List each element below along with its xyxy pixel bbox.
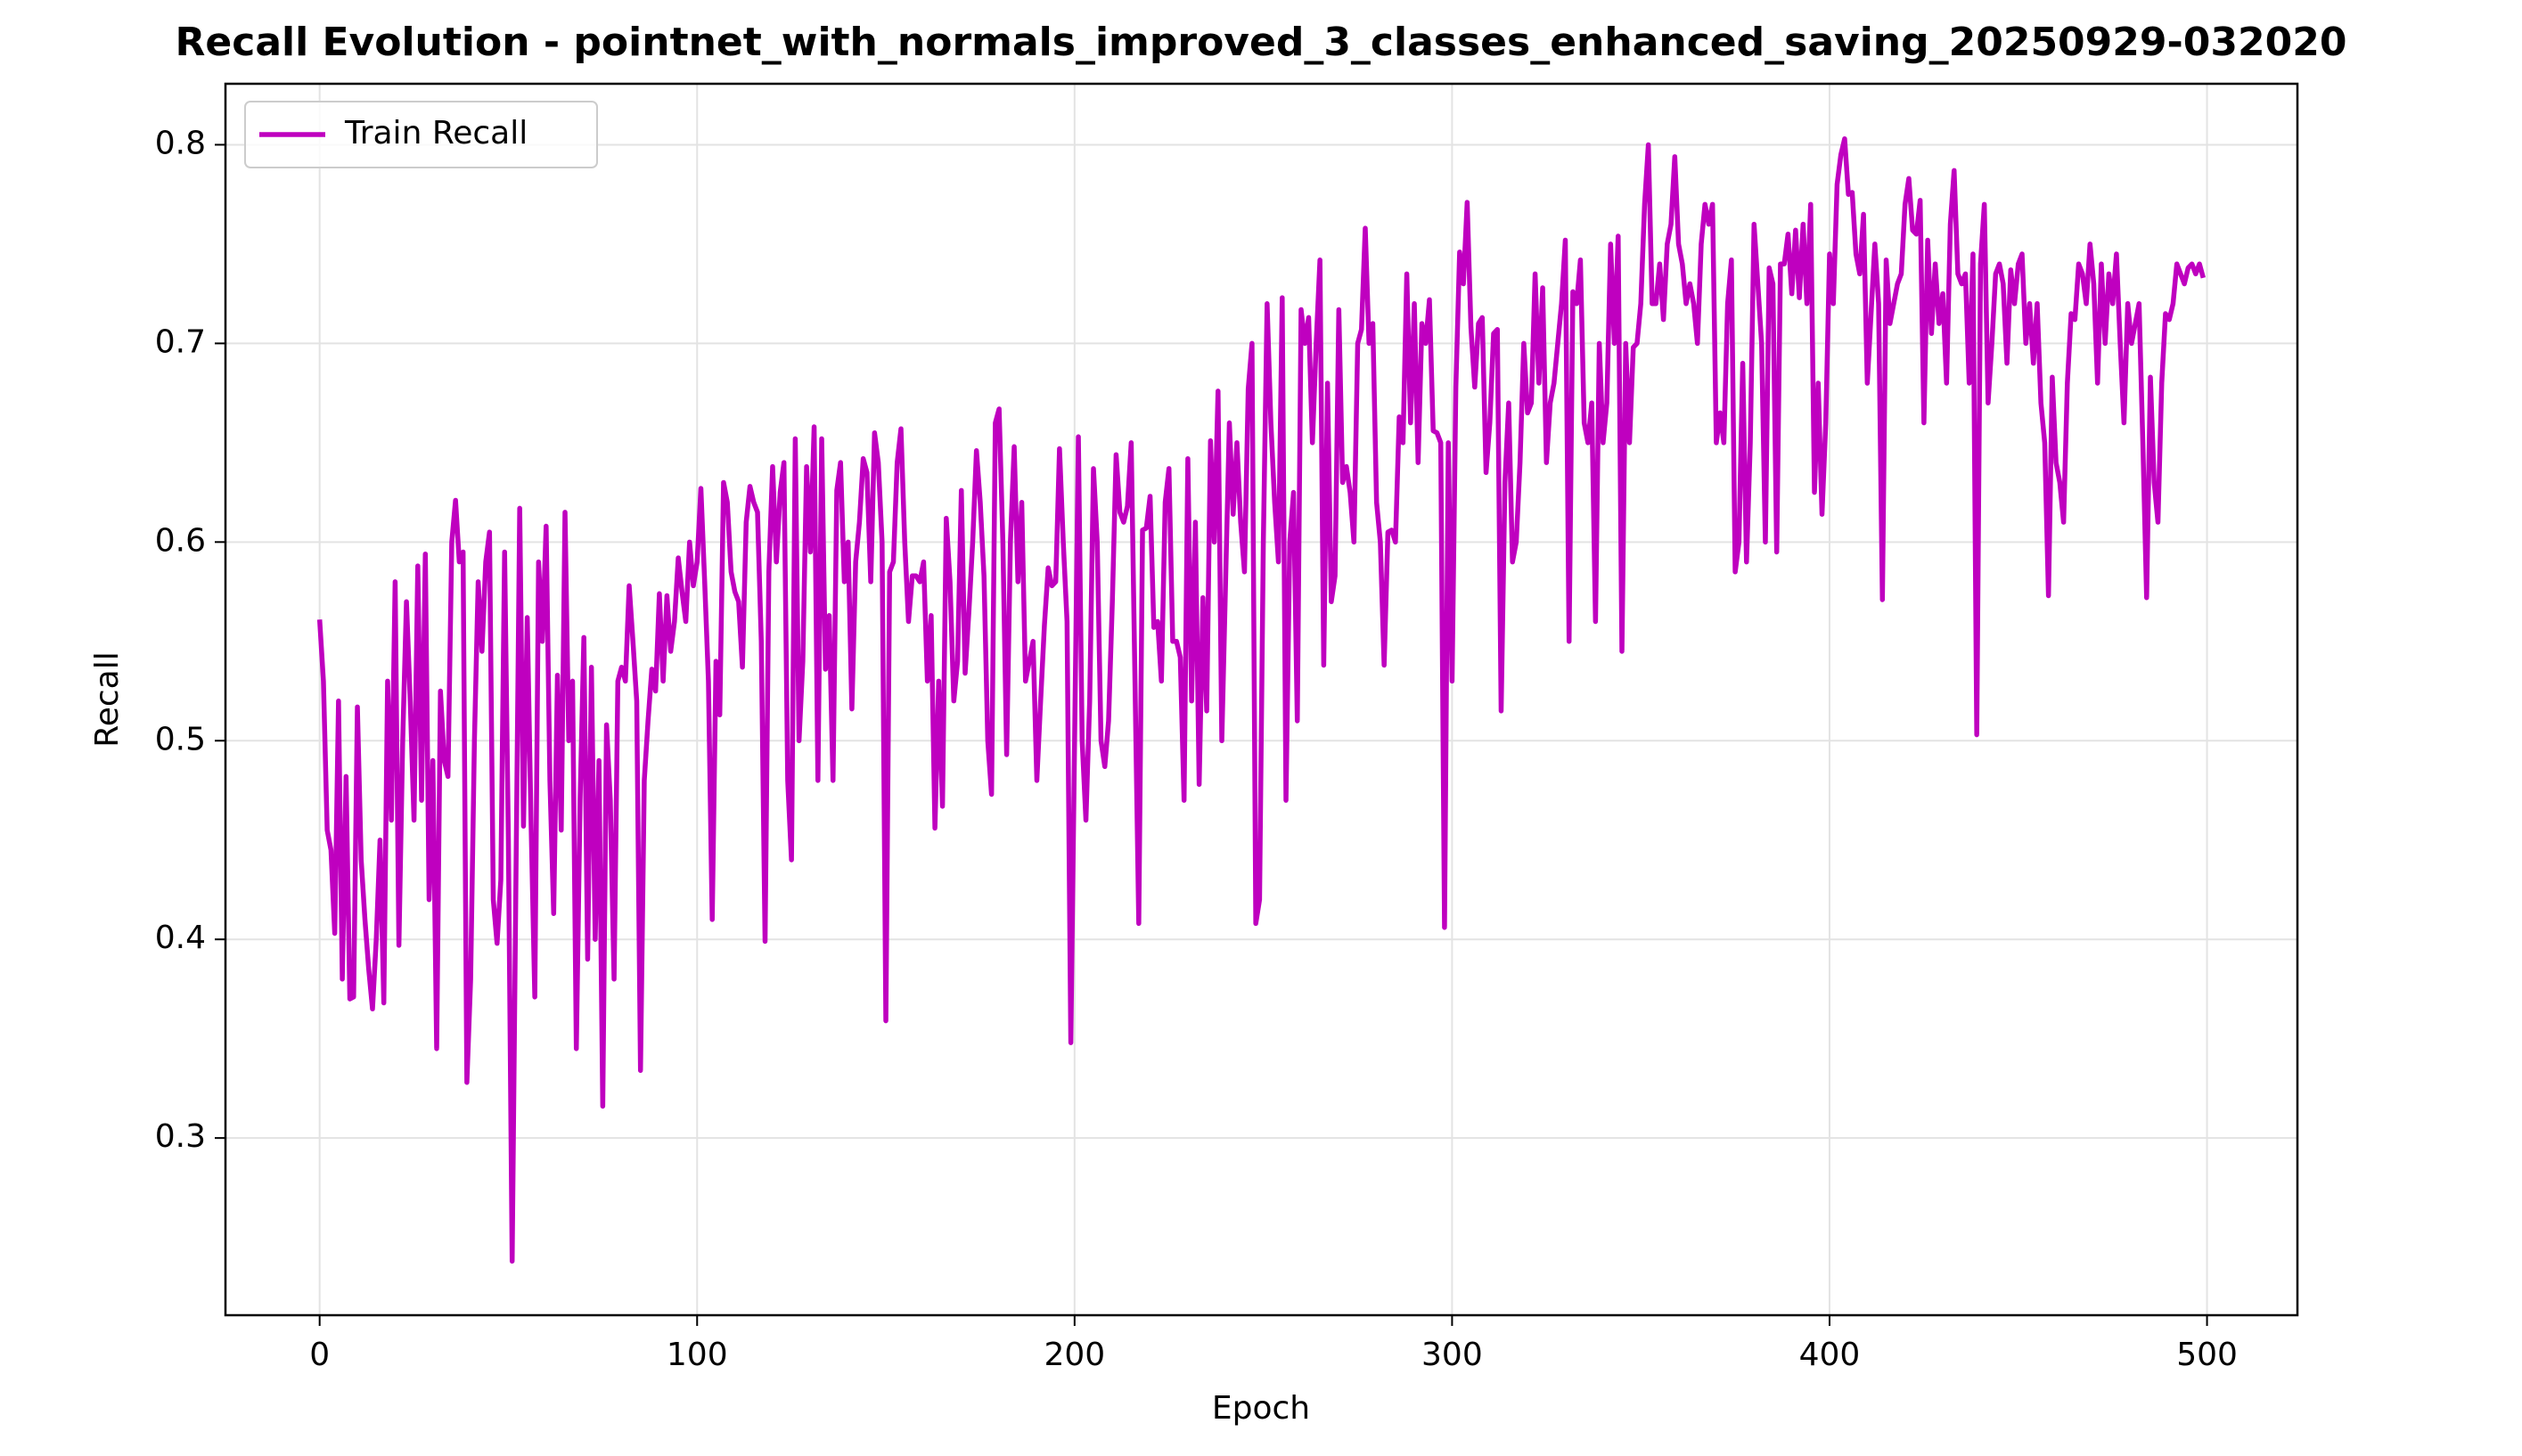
y-tick-label: 0.4: [155, 920, 206, 956]
y-tick-label: 0.8: [155, 125, 206, 161]
x-tick-label: 300: [1421, 1337, 1483, 1373]
legend-box: [244, 101, 598, 168]
x-tick-label: 400: [1799, 1337, 1861, 1373]
chart-title: Recall Evolution - pointnet_with_normals…: [176, 20, 2347, 65]
y-tick-label: 0.7: [155, 323, 206, 360]
y-tick-label: 0.3: [155, 1118, 206, 1155]
x-tick-label: 200: [1044, 1337, 1105, 1373]
y-tick-label: 0.6: [155, 522, 206, 559]
y-tick-label: 0.5: [155, 721, 206, 757]
x-tick-label: 0: [309, 1337, 330, 1373]
x-tick-label: 100: [667, 1337, 728, 1373]
plot-frame: [224, 82, 2299, 1317]
x-axis-label: Epoch: [1212, 1390, 1310, 1427]
legend-label: Train Recall: [344, 115, 528, 151]
legend: Train Recall: [244, 101, 598, 168]
data-line: [316, 136, 2206, 1264]
y-axis-label: Recall: [89, 651, 126, 747]
x-tick-label: 500: [2176, 1337, 2238, 1373]
